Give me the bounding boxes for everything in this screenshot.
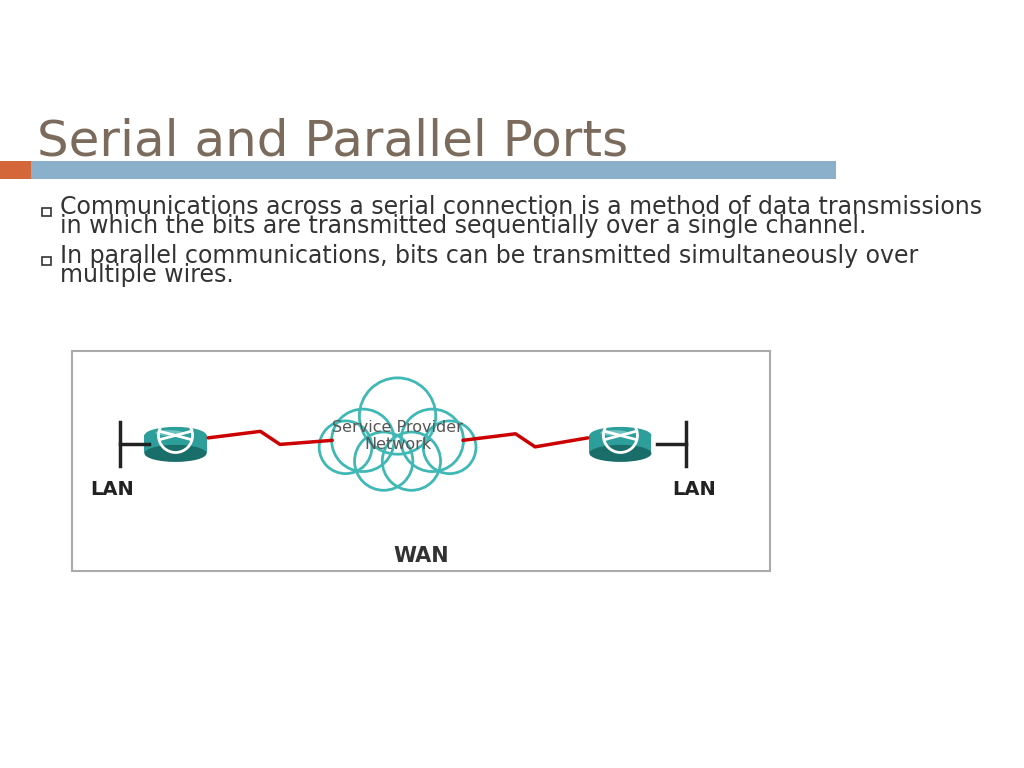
Ellipse shape xyxy=(156,430,183,435)
Ellipse shape xyxy=(144,427,207,444)
Text: multiple wires.: multiple wires. xyxy=(60,263,234,286)
Text: Service Provider
Network: Service Provider Network xyxy=(332,420,463,452)
Ellipse shape xyxy=(590,445,651,462)
Text: WAN: WAN xyxy=(393,546,449,566)
Circle shape xyxy=(423,421,476,474)
Bar xyxy=(42,207,50,216)
Circle shape xyxy=(354,432,413,490)
Ellipse shape xyxy=(600,430,628,435)
Text: In parallel communications, bits can be transmitted simultaneously over: In parallel communications, bits can be … xyxy=(60,243,919,268)
Circle shape xyxy=(401,409,464,472)
Circle shape xyxy=(319,421,372,474)
Text: Communications across a serial connection is a method of data transmissions: Communications across a serial connectio… xyxy=(60,195,983,219)
Circle shape xyxy=(359,378,436,454)
Bar xyxy=(590,435,651,453)
Text: in which the bits are transmitted sequentially over a single channel.: in which the bits are transmitted sequen… xyxy=(60,214,866,237)
Bar xyxy=(42,257,50,265)
Text: LAN: LAN xyxy=(90,480,134,498)
Ellipse shape xyxy=(144,445,207,462)
Circle shape xyxy=(332,409,394,472)
Bar xyxy=(72,350,770,571)
Text: LAN: LAN xyxy=(672,480,716,498)
Circle shape xyxy=(382,432,440,490)
Text: Serial and Parallel Ports: Serial and Parallel Ports xyxy=(37,118,628,166)
Ellipse shape xyxy=(590,427,651,444)
Bar xyxy=(144,435,207,453)
Bar xyxy=(31,161,836,179)
Bar xyxy=(0,161,31,179)
